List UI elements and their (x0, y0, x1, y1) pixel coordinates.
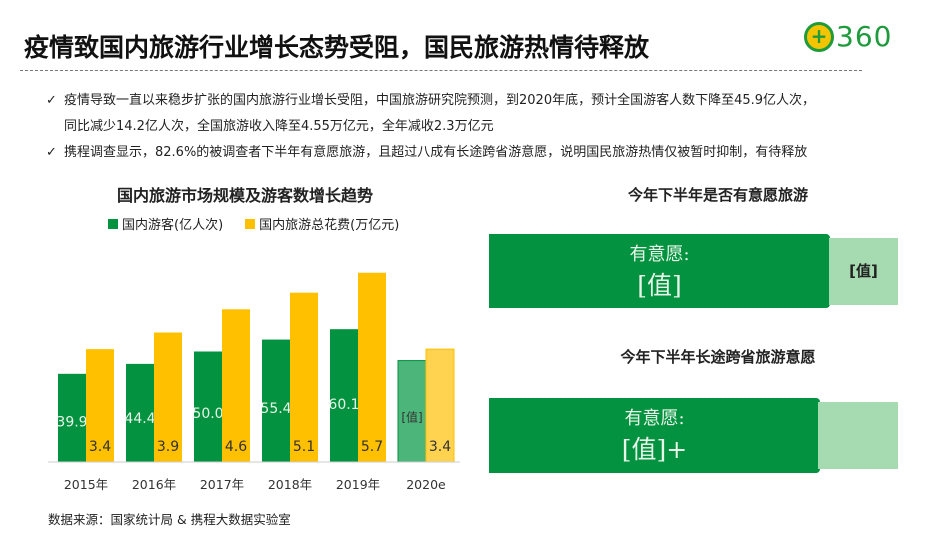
bullet-1: ✓ 疫情导致一直以来稳步扩张的国内旅游行业增长受阻，中国旅游研究院预测，到2020… (46, 89, 815, 108)
chart-legend: 国内游客(亿人次) 国内旅游总花费(万亿元) (108, 214, 399, 233)
legend-label: 国内旅游总花费(万亿元) (259, 218, 400, 233)
x-tick-label: 2018年 (268, 477, 312, 492)
bar-visitors (397, 360, 427, 463)
bar-visitors (330, 329, 358, 462)
survey-other-bar-2 (818, 402, 898, 469)
chart-title: 国内旅游市场规模及游客数增长趋势 (116, 186, 373, 205)
bar-spending (154, 332, 182, 462)
bar-visitors (58, 373, 86, 462)
bar-visitors (194, 351, 222, 462)
bullet-1-cont: 同比减少14.2亿人次，全国旅游收入降至4.55万亿元，全年减收2.3万亿元 (64, 119, 494, 134)
willing-value: [值] (637, 271, 682, 300)
bar-spending (425, 348, 455, 463)
data-label: 3.4 (429, 439, 451, 455)
bar-spending (86, 349, 114, 462)
data-label: 39.9 (56, 415, 87, 431)
data-label: 50.0 (192, 406, 223, 422)
data-label: 60.1 (328, 397, 359, 413)
legend-item-spending: 国内旅游总花费(万亿元) (245, 214, 399, 233)
x-tick-label: 2020e (406, 477, 446, 492)
legend-swatch (108, 218, 118, 229)
willing-label: 有意愿: (624, 408, 685, 429)
data-label: 3.9 (157, 439, 179, 455)
survey-other-bar-1: [值] (829, 238, 898, 305)
bullet-text: 携程调查显示，82.6%的被调查者下半年有意愿旅游，且超过八成有长途跨省游意愿，… (64, 145, 808, 160)
data-label: 5.7 (361, 439, 383, 455)
logo-360: +360 (804, 20, 892, 53)
data-source: 数据来源：国家统计局 & 携程大数据实验室 (48, 512, 291, 527)
data-label: 3.4 (89, 439, 111, 455)
data-label: 5.1 (293, 439, 315, 455)
legend-swatch (245, 218, 256, 229)
bar-spending (222, 309, 250, 462)
bar-spending (358, 272, 386, 462)
willing-label: 有意愿: (629, 244, 690, 265)
survey-title-2: 今年下半年长途跨省旅游意愿 (620, 348, 816, 366)
divider (20, 70, 862, 71)
survey-willing-bar-2: 有意愿: [值]+ (489, 398, 820, 473)
plus-icon: + (804, 21, 834, 52)
data-label: [值] (401, 409, 422, 424)
data-label: 55.4 (260, 401, 291, 417)
check-icon: ✓ (46, 93, 57, 108)
bullet-2: ✓ 携程调查显示，82.6%的被调查者下半年有意愿旅游，且超过八成有长途跨省游意愿… (46, 141, 807, 160)
bar-visitors (126, 363, 154, 462)
bar-spending (290, 292, 318, 462)
check-icon: ✓ (46, 145, 57, 160)
survey-title-1: 今年下半年是否有意愿旅游 (627, 186, 808, 204)
data-label: 44.4 (124, 411, 155, 427)
logo-text: 360 (836, 20, 893, 53)
data-label: 4.6 (225, 439, 247, 455)
bullet-text: 疫情导致一直以来稳步扩张的国内旅游行业增长受阻，中国旅游研究院预测，到2020年… (64, 93, 816, 108)
x-tick-label: 2017年 (200, 477, 244, 492)
legend-item-visitors: 国内游客(亿人次) (108, 214, 223, 233)
bar-visitors (262, 339, 290, 462)
x-tick-label: 2015年 (64, 477, 108, 492)
x-tick-label: 2016年 (132, 477, 176, 492)
page-title: 疫情致国内旅游行业增长态势受阻，国民旅游热情待释放 (24, 33, 650, 62)
legend-label: 国内游客(亿人次) (122, 218, 224, 233)
x-tick-label: 2019年 (336, 477, 380, 492)
willing-value: [值]+ (621, 435, 688, 464)
bar-chart: 39.93.42015年44.43.92016年50.04.62017年55.4… (48, 272, 460, 492)
survey-willing-bar-1: 有意愿: [值] (489, 234, 830, 308)
